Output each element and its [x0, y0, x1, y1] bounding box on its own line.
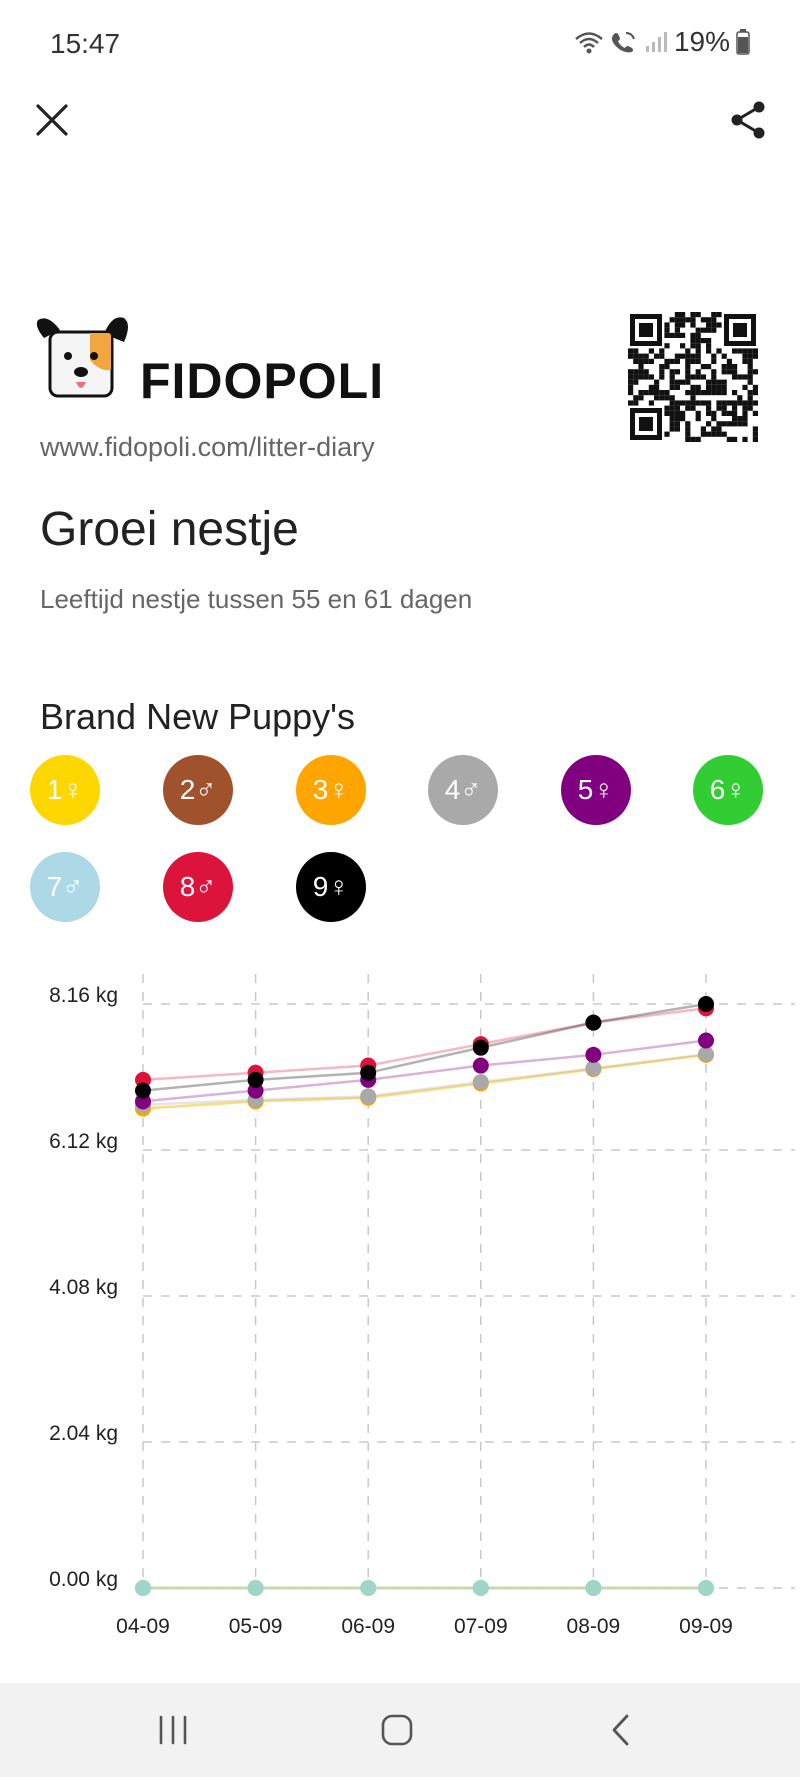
home-button[interactable]: [337, 1683, 457, 1777]
puppy-chip-label: 1♀: [46, 774, 84, 805]
data-point: [698, 1580, 714, 1596]
share-button[interactable]: [718, 90, 778, 150]
back-icon: [612, 1714, 629, 1746]
series-line: [142, 1053, 707, 1110]
puppy-chip-label: 7♂: [46, 871, 84, 902]
wifi-call-icon: [611, 32, 635, 53]
data-point: [698, 996, 714, 1012]
data-point: [698, 1046, 714, 1063]
share-icon: [731, 101, 765, 139]
x-tick-label: 04-09: [116, 1615, 170, 1638]
data-point: [360, 1088, 377, 1105]
data-point: [135, 1082, 151, 1099]
x-tick-label: 06-09: [341, 1615, 395, 1638]
series-line: [142, 1053, 707, 1110]
system-nav-bar: [0, 1683, 800, 1777]
data-point: [360, 1064, 377, 1081]
dog-logo-icon: [36, 317, 128, 398]
brand-name: FIDOPOLI: [140, 353, 385, 409]
data-point: [472, 1580, 489, 1596]
signal-icon: [645, 32, 667, 52]
page-subtitle: Leeftijd nestje tussen 55 en 61 dagen: [40, 584, 473, 614]
close-button[interactable]: [22, 90, 82, 150]
y-tick-label: 4.08 kg: [49, 1276, 118, 1299]
puppy-chip-7[interactable]: 7♂: [30, 852, 100, 922]
puppy-chip-5[interactable]: 5♀: [561, 755, 631, 825]
recents-button[interactable]: [113, 1683, 233, 1777]
x-tick-label: 05-09: [229, 1615, 283, 1638]
data-point: [585, 1014, 602, 1031]
puppy-chip-9[interactable]: 9♀: [296, 852, 366, 922]
page-title: Groei nestje: [40, 503, 299, 556]
status-icons: 19%: [574, 26, 750, 58]
series-line: [142, 1052, 707, 1107]
puppy-chip-4[interactable]: 4♂: [428, 755, 498, 825]
puppy-chip-label: 8♂: [179, 871, 217, 902]
data-point: [247, 1071, 264, 1088]
data-point: [585, 1580, 602, 1596]
puppy-chip-label: 4♂: [444, 774, 482, 805]
puppy-chip-label: 3♀: [312, 774, 350, 805]
data-point: [585, 1060, 602, 1077]
puppy-chip-8[interactable]: 8♂: [163, 852, 233, 922]
recents-icon: [159, 1715, 187, 1745]
status-bar: 15:47 19%: [0, 0, 800, 90]
data-point: [585, 1046, 602, 1063]
fidopoli-logo: [34, 312, 134, 416]
data-point: [472, 1057, 489, 1074]
y-tick-label: 6.12 kg: [49, 1130, 118, 1153]
home-icon: [381, 1714, 413, 1746]
x-tick-label: 09-09: [679, 1615, 733, 1638]
series-line: [142, 1002, 707, 1092]
litter-name: Brand New Puppy's: [40, 696, 356, 737]
series-line: [142, 1007, 707, 1082]
battery-icon: [736, 29, 750, 55]
puppy-chip-2[interactable]: 2♂: [163, 755, 233, 825]
growth-chart: 8.16 kg 6.12 kg 4.08 kg 2.04 kg 0.00 kg 04-09…: [49, 974, 795, 1638]
brand-url[interactable]: www.fidopoli.com/litter-diary: [40, 432, 375, 462]
series-line: [142, 1039, 707, 1103]
back-button[interactable]: [561, 1683, 681, 1777]
data-point: [698, 1032, 714, 1049]
data-point: [135, 1580, 151, 1596]
puppy-chip-6[interactable]: 6♀: [693, 755, 763, 825]
puppy-chip-label: 9♀: [312, 871, 350, 902]
puppy-chip-label: 6♀: [709, 774, 747, 805]
x-tick-label: 08-09: [567, 1615, 621, 1638]
data-point: [472, 1039, 489, 1056]
y-tick-label: 2.04 kg: [49, 1422, 118, 1445]
data-point: [472, 1074, 489, 1091]
y-tick-label: 8.16 kg: [49, 984, 118, 1007]
status-time: 15:47: [50, 28, 121, 59]
data-point: [360, 1580, 377, 1596]
y-tick-label: 0.00 kg: [49, 1568, 118, 1591]
puppy-chip-3[interactable]: 3♀: [296, 755, 366, 825]
qr-code: [628, 312, 758, 442]
puppy-chip-label: 5♀: [577, 774, 615, 805]
wifi-icon: [575, 32, 603, 54]
battery-percent: 19%: [673, 26, 730, 57]
puppy-chip-1[interactable]: 1♀: [30, 755, 100, 825]
x-tick-label: 07-09: [454, 1615, 508, 1638]
puppy-chip-label: 2♂: [179, 774, 217, 805]
close-icon: [36, 104, 68, 136]
data-point: [247, 1580, 264, 1596]
